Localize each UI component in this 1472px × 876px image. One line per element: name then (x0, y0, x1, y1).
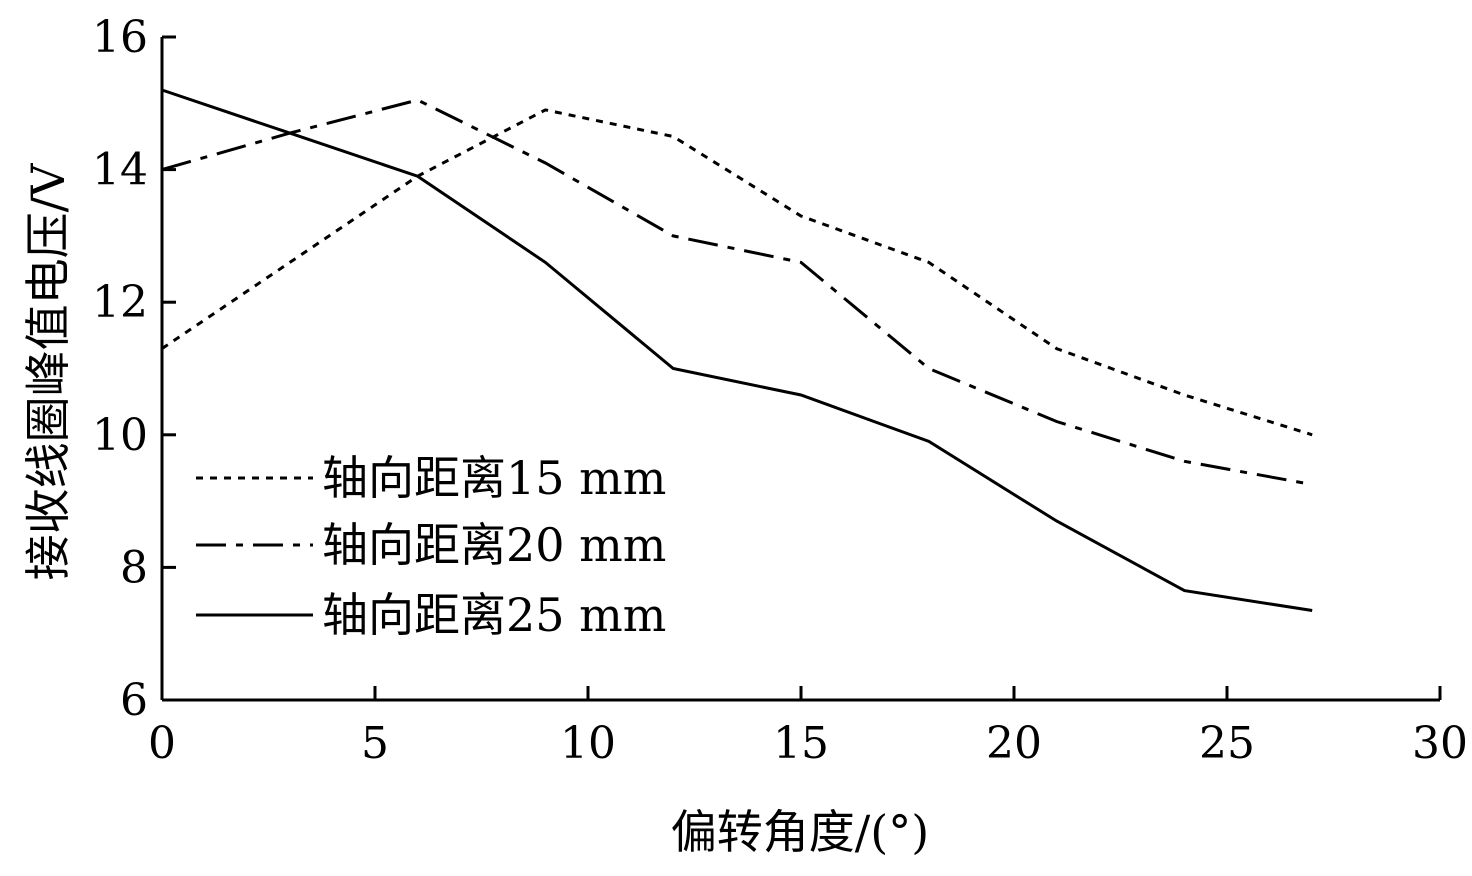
x-tick-label: 30 (1412, 718, 1468, 769)
x-tick-label: 5 (361, 718, 389, 769)
x-tick-label: 15 (773, 718, 829, 769)
legend-label-1: 轴向距离15 mm (322, 451, 666, 505)
series-lines (161, 88, 1313, 612)
y-tick-label: 12 (92, 277, 148, 328)
series-line-1 (161, 108, 1313, 437)
y-tick-label: 6 (120, 675, 148, 726)
axes: 0 5 10 15 20 25 30 6 8 10 12 14 16 (92, 12, 1468, 769)
x-axis-title: 偏转角度/(°) (671, 805, 929, 859)
legend-label-3: 轴向距离25 mm (322, 588, 666, 642)
legend-label-2: 轴向距离20 mm (322, 518, 666, 572)
y-tick-label: 16 (92, 12, 148, 63)
y-tick-label: 10 (92, 410, 148, 461)
x-tick-label: 20 (986, 718, 1042, 769)
x-tick-label: 25 (1199, 718, 1255, 769)
series-line-3 (161, 88, 1313, 612)
series-line-2 (161, 98, 1313, 486)
y-tick-label: 14 (92, 145, 148, 196)
legend: 轴向距离15 mm 轴向距离20 mm 轴向距离25 mm (196, 451, 666, 642)
x-tick-label: 10 (560, 718, 616, 769)
x-tick-label: 0 (148, 718, 176, 769)
y-axis-title: 接收线圈峰值电压/V (21, 163, 75, 580)
y-tick-label: 8 (120, 542, 148, 593)
